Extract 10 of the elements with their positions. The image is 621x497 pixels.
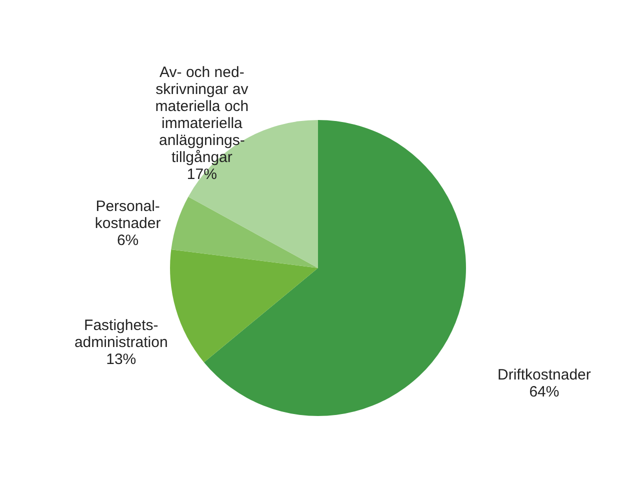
data-label: 6%	[116, 232, 139, 250]
slice-label: Personal- kostnader	[94, 198, 161, 232]
data-label: 13%	[106, 351, 136, 368]
slice-label: Driftkostnader	[498, 366, 591, 384]
pie-slice	[170, 249, 318, 362]
slice-label: Av- och ned- skrivningar av materiella och immateriella anläggnings- tillgångar	[155, 64, 249, 166]
data-label: 17%	[186, 166, 217, 183]
pie-slice	[171, 196, 318, 268]
data-label: 64%	[529, 383, 560, 400]
slice-label: Fastighets- administration	[74, 317, 168, 352]
